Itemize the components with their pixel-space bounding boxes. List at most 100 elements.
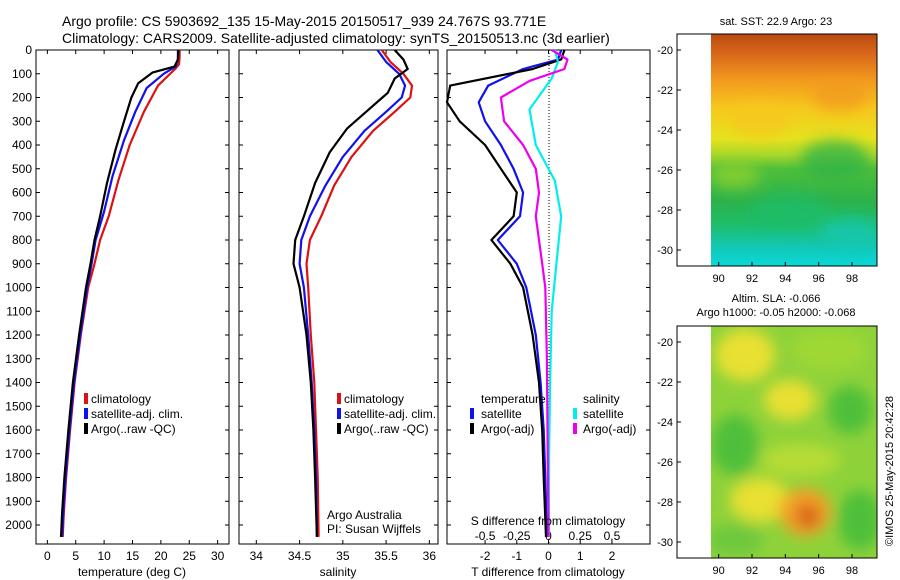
map-x-tick-label: 92 bbox=[746, 273, 758, 285]
y-tick-label: 400 bbox=[12, 138, 32, 152]
s-diff-tick-label: -0.5 bbox=[475, 529, 496, 543]
x-tick-label: 34.5 bbox=[288, 549, 312, 563]
x-tick-label: 30 bbox=[211, 549, 225, 563]
series-line-satellite-adj-clim- bbox=[61, 50, 179, 537]
y-tick-label: 1100 bbox=[6, 304, 32, 318]
s-diff-tick-label: 0.5 bbox=[604, 529, 621, 543]
legend-label-satellite: satellite-adj. clim. bbox=[344, 407, 436, 421]
credit-text: Argo Australia bbox=[327, 508, 402, 522]
legend-swatch-climatology bbox=[84, 393, 88, 404]
salinity-lines bbox=[292, 49, 414, 537]
y-tick-label: 1700 bbox=[5, 447, 32, 461]
map-x-tick-label: 98 bbox=[846, 273, 858, 285]
map-y-tick-label: -24 bbox=[657, 417, 673, 429]
series-line-temperature-argo-adj- bbox=[445, 49, 566, 537]
header-line2: Climatology: CARS2009. Satellite-adjuste… bbox=[62, 30, 610, 46]
y-tick-label: 1400 bbox=[5, 376, 32, 390]
x-tick-label: 35.5 bbox=[374, 549, 398, 563]
series-line-climatology bbox=[305, 49, 414, 537]
x-tick-label: 25 bbox=[183, 549, 197, 563]
map-y-tick-label: -26 bbox=[657, 165, 673, 177]
y-tick-label: 300 bbox=[12, 114, 32, 128]
y-tick-label: 800 bbox=[12, 233, 32, 247]
y-tick-label: 1300 bbox=[5, 352, 32, 366]
x-tick-label: 2 bbox=[609, 549, 616, 563]
difference-top-label: S difference from climatology bbox=[471, 514, 626, 528]
y-tick-label: 1900 bbox=[5, 494, 32, 508]
map-x-tick-label: 90 bbox=[713, 273, 725, 285]
legend-swatch-climatology bbox=[337, 393, 341, 404]
sla-map-tick-group: -20 -22 -24 -26 -28 -30 90 92 94 96 98 bbox=[657, 337, 858, 577]
legend-header-salinity: salinity bbox=[583, 392, 620, 406]
y-tick-label: 700 bbox=[12, 209, 32, 223]
map-y-tick-label: -30 bbox=[657, 537, 673, 549]
map-x-tick-label: 94 bbox=[779, 273, 791, 285]
sst-map-tick-group: -20 -22 -24 -26 -28 -30 90 92 94 96 98 bbox=[657, 45, 858, 285]
y-tick-label: 900 bbox=[12, 257, 32, 271]
y-tick-label: 2000 bbox=[5, 518, 32, 532]
sla-map-title: Altim. SLA: -0.066 bbox=[732, 293, 821, 305]
x-tick-label: 10 bbox=[97, 549, 111, 563]
header-line1: Argo profile: CS 5903692_135 15-May-2015… bbox=[62, 13, 546, 29]
map-x-tick-label: 96 bbox=[813, 565, 825, 577]
y-tick-label: 600 bbox=[12, 186, 32, 200]
map-y-tick-label: -28 bbox=[657, 205, 673, 217]
legend-swatch-argo bbox=[337, 423, 341, 434]
y-tick-label: 1800 bbox=[5, 471, 32, 485]
x-tick-label: 36 bbox=[423, 549, 437, 563]
legend-label-satellite: satellite-adj. clim. bbox=[91, 407, 183, 421]
legend-label-argo: Argo(..raw -QC) bbox=[91, 422, 176, 436]
salinity-tick-group: 34 34.5 35 35.5 36 bbox=[239, 49, 438, 563]
legend-label-argo: Argo(..raw -QC) bbox=[344, 422, 429, 436]
legend-label-t-argo: Argo(-adj) bbox=[481, 422, 534, 436]
x-tick-label: 15 bbox=[126, 549, 140, 563]
map-y-tick-label: -26 bbox=[657, 457, 673, 469]
x-tick-label: 35 bbox=[336, 549, 350, 563]
legend-label-s-satellite: satellite bbox=[583, 407, 624, 421]
x-tick-label: 0 bbox=[545, 549, 552, 563]
temperature-tick-group: 0100200300400500600700800900100011001200… bbox=[5, 43, 229, 563]
legend-swatch-s-argo bbox=[573, 423, 577, 434]
difference-lines bbox=[445, 49, 569, 537]
series-line-salinity-satellite bbox=[528, 49, 563, 537]
y-tick-label: 500 bbox=[12, 162, 32, 176]
legend-swatch-argo bbox=[84, 423, 88, 434]
map-x-tick-label: 98 bbox=[846, 565, 858, 577]
y-tick-label: 1200 bbox=[5, 328, 32, 342]
sst-map-panel: sat. SST: 22.9 Argo: 23 -20-22-24-26-28-… bbox=[657, 16, 878, 285]
x-tick-label: 34 bbox=[250, 549, 264, 563]
series-line-argo-raw-qc- bbox=[292, 49, 409, 537]
temperature-lines bbox=[59, 49, 181, 537]
y-tick-label: 0 bbox=[25, 43, 32, 57]
difference-tick-group: -2 -1 0 1 2-0.5 -0.25 0 0.25 0.5 bbox=[447, 49, 650, 563]
s-diff-tick-label: 0.25 bbox=[569, 529, 593, 543]
legend-label-s-argo: Argo(-adj) bbox=[583, 422, 636, 436]
map-y-tick-label: -20 bbox=[657, 45, 673, 57]
pi-text: PI: Susan Wijffels bbox=[327, 522, 421, 536]
series-line-argo-raw-qc- bbox=[59, 49, 180, 537]
sst-map-frame bbox=[676, 33, 878, 267]
sla-map-image bbox=[711, 326, 877, 558]
x-tick-label: 1 bbox=[577, 549, 584, 563]
series-line-climatology bbox=[61, 50, 181, 537]
sla-map-panel: Altim. SLA: -0.066 Argo h1000: -0.05 h20… bbox=[657, 293, 878, 577]
temperature-legend: climatology satellite-adj. clim. Argo(..… bbox=[84, 392, 183, 436]
series-line-salinity-argo-adj- bbox=[499, 49, 569, 537]
sst-map-image bbox=[711, 34, 877, 266]
map-x-tick-label: 96 bbox=[813, 273, 825, 285]
difference-panel: -2 -1 0 1 2-0.5 -0.25 0 0.25 0.5 temperature sal… bbox=[445, 49, 651, 579]
y-tick-label: 1500 bbox=[5, 399, 32, 413]
difference-legend: temperature salinity satellite Argo(-adj… bbox=[470, 392, 636, 436]
legend-label-climatology: climatology bbox=[91, 392, 151, 406]
imos-stamp: ©IMOS 25-May-2015 20:42:28 bbox=[884, 396, 896, 546]
salinity-axes-frame bbox=[238, 49, 439, 545]
salinity-panel: 34 34.5 35 35.5 36 climatology satellite-adj… bbox=[238, 49, 439, 579]
legend-swatch-satellite bbox=[84, 408, 88, 419]
legend-label-t-satellite: satellite bbox=[481, 407, 522, 421]
map-y-tick-label: -20 bbox=[657, 337, 673, 349]
legend-swatch-satellite bbox=[337, 408, 341, 419]
legend-swatch-s-satellite bbox=[573, 408, 577, 419]
y-tick-label: 200 bbox=[12, 91, 32, 105]
sst-map-title: sat. SST: 22.9 Argo: 23 bbox=[720, 16, 833, 28]
